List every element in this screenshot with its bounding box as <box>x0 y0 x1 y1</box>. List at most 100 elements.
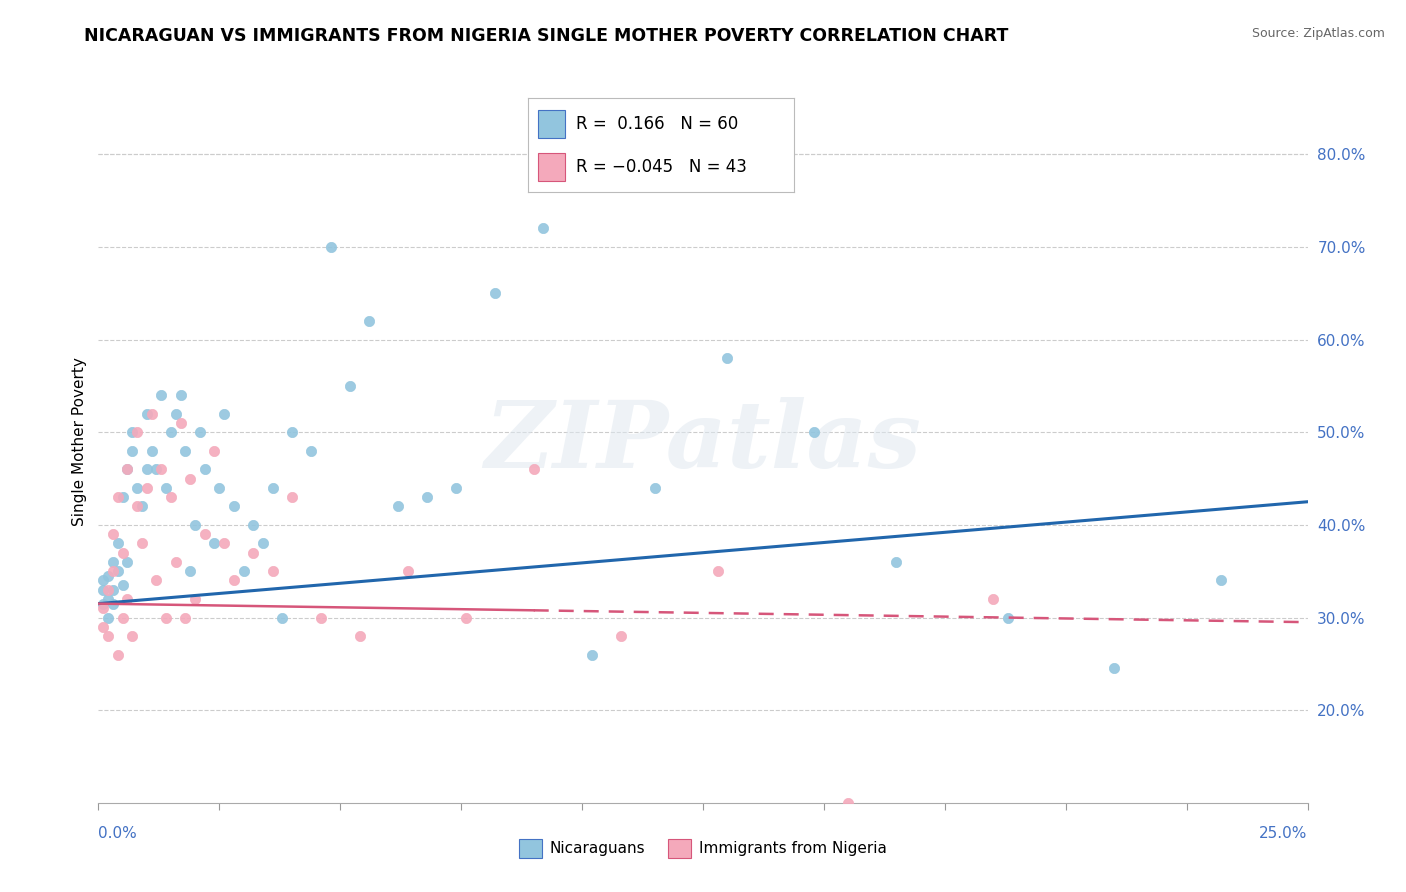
Point <box>127 425 149 440</box>
Point <box>155 610 177 624</box>
Point <box>242 517 264 532</box>
Point <box>837 796 859 810</box>
Point <box>194 462 217 476</box>
Point <box>111 610 134 624</box>
Point <box>319 240 342 254</box>
Point <box>1102 661 1125 675</box>
Point <box>212 407 235 421</box>
Point <box>101 582 124 597</box>
Point <box>716 351 738 366</box>
Point <box>339 379 361 393</box>
Text: NICARAGUAN VS IMMIGRANTS FROM NIGERIA SINGLE MOTHER POVERTY CORRELATION CHART: NICARAGUAN VS IMMIGRANTS FROM NIGERIA SI… <box>84 27 1008 45</box>
Point <box>101 555 124 569</box>
Text: 0.0%: 0.0% <box>98 826 138 841</box>
Point <box>981 592 1004 607</box>
Point <box>117 592 139 607</box>
Point <box>155 481 177 495</box>
Point <box>184 592 207 607</box>
Point <box>135 407 157 421</box>
Point <box>174 443 197 458</box>
Point <box>169 388 191 402</box>
Point <box>179 564 201 578</box>
Point <box>131 536 153 550</box>
Point <box>91 582 114 597</box>
Point <box>281 425 304 440</box>
Point <box>644 481 666 495</box>
Point <box>997 610 1019 624</box>
Point <box>174 610 197 624</box>
Point <box>446 481 468 495</box>
Point <box>531 221 554 235</box>
Point <box>232 564 254 578</box>
Point <box>610 629 633 643</box>
Point <box>179 472 201 486</box>
Point <box>204 536 226 550</box>
Point <box>484 286 506 301</box>
Point <box>107 648 129 662</box>
Point <box>165 407 187 421</box>
Point <box>252 536 274 550</box>
Point <box>706 564 728 578</box>
Point <box>121 425 143 440</box>
Point <box>169 416 191 430</box>
Point <box>107 490 129 504</box>
Point <box>91 601 114 615</box>
Point <box>188 425 211 440</box>
Point <box>101 527 124 541</box>
Point <box>204 443 226 458</box>
Point <box>299 443 322 458</box>
Point <box>416 490 439 504</box>
Point <box>281 490 304 504</box>
Point <box>121 443 143 458</box>
Point <box>387 500 409 514</box>
Point <box>145 462 167 476</box>
Point <box>141 443 163 458</box>
Point <box>97 582 120 597</box>
Point <box>803 425 825 440</box>
Legend: Nicaraguans, Immigrants from Nigeria: Nicaraguans, Immigrants from Nigeria <box>513 833 893 863</box>
Point <box>97 610 120 624</box>
Point <box>242 546 264 560</box>
Point <box>97 592 120 607</box>
Point <box>127 500 149 514</box>
Point <box>581 648 603 662</box>
Point <box>165 555 187 569</box>
Point <box>262 481 284 495</box>
Point <box>262 564 284 578</box>
Point <box>101 564 124 578</box>
Point <box>222 500 245 514</box>
Point <box>150 388 173 402</box>
Point <box>349 629 371 643</box>
Point <box>91 597 114 611</box>
Point <box>160 490 183 504</box>
Point <box>1209 574 1232 588</box>
Point <box>359 314 381 328</box>
Point <box>135 462 157 476</box>
Point <box>160 425 183 440</box>
Point <box>396 564 419 578</box>
Point <box>271 610 294 624</box>
Point <box>523 462 546 476</box>
Point <box>101 597 124 611</box>
Text: ZIPatlas: ZIPatlas <box>485 397 921 486</box>
Point <box>117 555 139 569</box>
Point <box>97 629 120 643</box>
Point <box>135 481 157 495</box>
Point <box>91 574 114 588</box>
Point <box>127 481 149 495</box>
Point <box>131 500 153 514</box>
Point <box>107 536 129 550</box>
Point <box>184 517 207 532</box>
Point <box>117 462 139 476</box>
Point <box>121 629 143 643</box>
Point <box>145 574 167 588</box>
Point <box>886 555 908 569</box>
Point <box>194 527 217 541</box>
Text: 25.0%: 25.0% <box>1260 826 1308 841</box>
Point <box>111 546 134 560</box>
Point <box>212 536 235 550</box>
Point <box>208 481 231 495</box>
Point <box>107 564 129 578</box>
Point <box>91 620 114 634</box>
Point <box>117 462 139 476</box>
